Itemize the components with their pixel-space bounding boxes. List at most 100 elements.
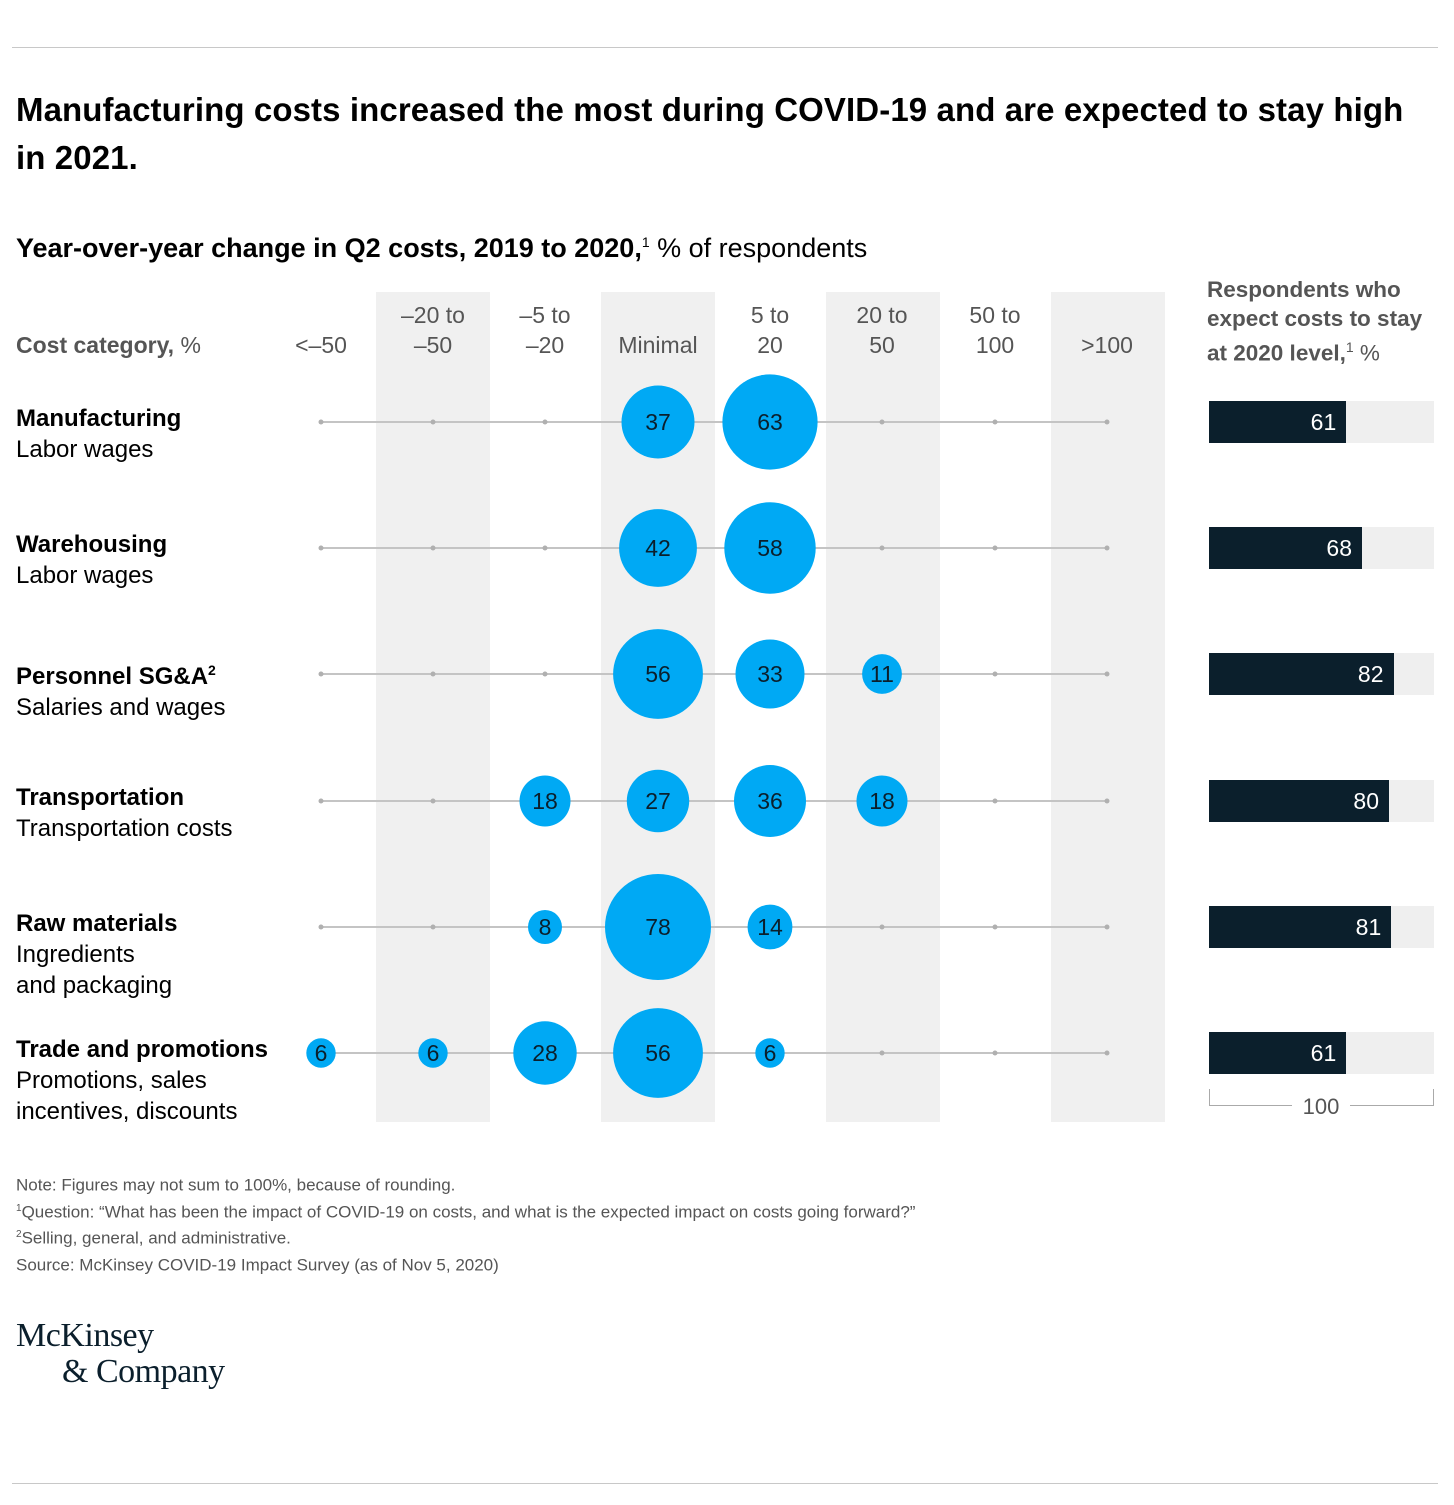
column-header: –5 to –20 bbox=[519, 302, 571, 358]
right-panel-header: Respondents who expect costs to stay at … bbox=[1207, 275, 1447, 368]
row-category: Transportation bbox=[16, 784, 185, 811]
empty-cell-dot bbox=[992, 1050, 998, 1056]
scale-label: 100 bbox=[1292, 1092, 1350, 1122]
footnote: 2Selling, general, and administrative. bbox=[16, 1228, 291, 1248]
bar: 68 bbox=[1209, 527, 1362, 569]
bubble bbox=[528, 910, 562, 944]
row-category: Raw materials bbox=[16, 910, 178, 937]
column-header: 20 to 50 bbox=[856, 302, 908, 358]
bubble bbox=[626, 769, 690, 833]
mckinsey-logo: McKinsey & Company bbox=[16, 1318, 225, 1390]
chart-title: Manufacturing costs increased the most d… bbox=[16, 91, 1404, 176]
empty-cell-dot bbox=[430, 419, 436, 425]
bubble-label: 28 bbox=[532, 1040, 558, 1066]
bubble bbox=[418, 1038, 448, 1068]
bubble-label: 33 bbox=[757, 661, 783, 687]
bubble bbox=[619, 509, 697, 587]
column-header: Minimal bbox=[618, 332, 698, 358]
bar-track: 68 bbox=[1209, 527, 1434, 569]
bar-track: 61 bbox=[1209, 1032, 1434, 1074]
empty-cell-dot bbox=[1104, 1050, 1110, 1056]
bar-value: 82 bbox=[1357, 661, 1384, 687]
bar-value: 80 bbox=[1353, 788, 1379, 814]
footnote: Source: McKinsey COVID-19 Impact Survey … bbox=[16, 1255, 499, 1275]
empty-cell-dot bbox=[430, 798, 436, 804]
bubble-label: 14 bbox=[757, 914, 783, 940]
footnote: Note: Figures may not sum to 100%, becau… bbox=[16, 1175, 456, 1195]
bubble bbox=[519, 775, 571, 827]
column-header: >100 bbox=[1081, 332, 1133, 358]
bar: 81 bbox=[1209, 906, 1392, 948]
empty-cell-dot bbox=[879, 419, 885, 425]
empty-cell-dot bbox=[318, 671, 324, 677]
bubble-label: 36 bbox=[757, 788, 783, 814]
bubble-label: 6 bbox=[315, 1040, 328, 1066]
bubble bbox=[613, 1008, 703, 1098]
row-label: Transportation Transportation costs bbox=[16, 782, 233, 844]
bubble bbox=[755, 1038, 785, 1068]
right-panel-header-text: Respondents who expect costs to stay at … bbox=[1207, 277, 1423, 366]
empty-cell-dot bbox=[1104, 419, 1110, 425]
bubble-label: 63 bbox=[757, 409, 783, 435]
bubble-label: 37 bbox=[645, 409, 671, 435]
bubble bbox=[734, 765, 806, 837]
bar-track: 81 bbox=[1209, 906, 1434, 948]
footnotes: Note: Figures may not sum to 100%, becau… bbox=[16, 1170, 915, 1277]
empty-cell-dot bbox=[992, 924, 998, 930]
column-band bbox=[826, 292, 940, 1122]
empty-cell-dot bbox=[879, 924, 885, 930]
bubble-label: 6 bbox=[764, 1040, 777, 1066]
empty-cell-dot bbox=[318, 419, 324, 425]
empty-cell-dot bbox=[542, 545, 548, 551]
empty-cell-dot bbox=[1104, 545, 1110, 551]
logo-line-2: & Company bbox=[62, 1353, 225, 1390]
bar: 82 bbox=[1209, 653, 1394, 695]
column-header: –20 to –50 bbox=[401, 302, 465, 358]
bar: 61 bbox=[1209, 401, 1347, 443]
bubble-label: 42 bbox=[645, 535, 671, 561]
chart-subtitle: Year-over-year change in Q2 costs, 2019 … bbox=[16, 224, 867, 266]
bubble-label: 18 bbox=[869, 788, 895, 814]
row-label: Raw materials Ingredients and packaging bbox=[16, 908, 177, 1001]
right-panel-header-unit: % bbox=[1353, 340, 1380, 366]
top-rule bbox=[12, 47, 1438, 48]
empty-cell-dot bbox=[318, 924, 324, 930]
bar-value: 68 bbox=[1326, 535, 1352, 561]
bubble bbox=[747, 904, 793, 950]
empty-cell-dot bbox=[992, 798, 998, 804]
bubble-label: 56 bbox=[645, 661, 671, 687]
empty-cell-dot bbox=[1104, 798, 1110, 804]
row-subcategory: Salaries and wages bbox=[16, 694, 226, 721]
empty-cell-dot bbox=[430, 671, 436, 677]
bubble-label: 11 bbox=[870, 661, 894, 687]
empty-cell-dot bbox=[430, 924, 436, 930]
cost-category-header: Cost category, % bbox=[16, 330, 201, 360]
row-category: Trade and promotions bbox=[16, 1036, 269, 1063]
bubble bbox=[613, 629, 703, 719]
empty-cell-dot bbox=[1104, 924, 1110, 930]
row-subcategory: Labor wages bbox=[16, 436, 154, 463]
bubble bbox=[735, 639, 805, 709]
bubble-label: 78 bbox=[645, 914, 671, 940]
bubble bbox=[621, 385, 695, 459]
row-footnote-mark: 2 bbox=[208, 662, 216, 678]
logo-line-1: McKinsey bbox=[16, 1317, 154, 1354]
column-header: 5 to 20 bbox=[750, 302, 790, 358]
empty-cell-dot bbox=[1104, 671, 1110, 677]
footnote: 1Question: “What has been the impact of … bbox=[16, 1202, 916, 1222]
cost-category-header-bold: Cost category, bbox=[16, 332, 175, 358]
row-subcategory: Ingredients and packaging bbox=[16, 941, 173, 999]
bubble-label: 18 bbox=[532, 788, 558, 814]
bar-value: 81 bbox=[1355, 914, 1382, 940]
row-label: Personnel SG&A2 Salaries and wages bbox=[16, 655, 225, 723]
empty-cell-dot bbox=[542, 671, 548, 677]
empty-cell-dot bbox=[430, 545, 436, 551]
subtitle-footnote-mark: 1 bbox=[641, 234, 650, 250]
bar: 61 bbox=[1209, 1032, 1347, 1074]
bar-value: 61 bbox=[1310, 409, 1337, 435]
bubble-label: 56 bbox=[645, 1040, 671, 1066]
row-category: Warehousing bbox=[16, 531, 168, 558]
bar-track: 82 bbox=[1209, 653, 1434, 695]
bottom-rule bbox=[12, 1483, 1438, 1484]
